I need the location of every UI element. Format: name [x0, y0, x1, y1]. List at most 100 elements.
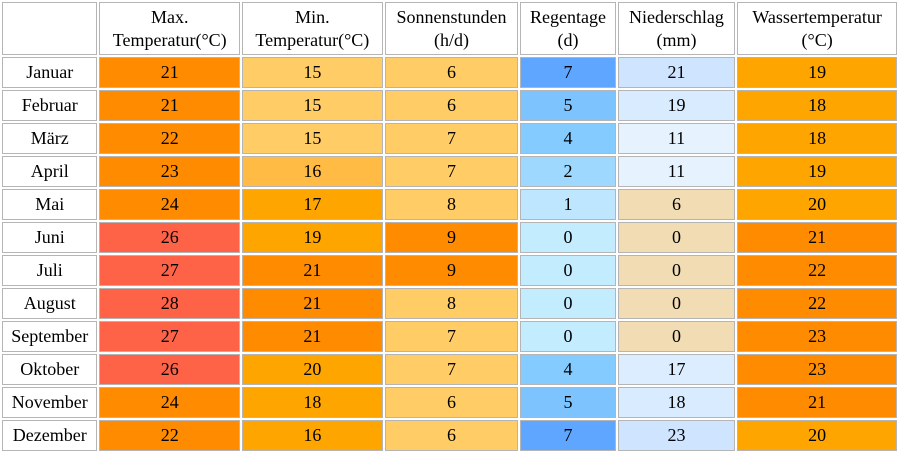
min-temp-cell: 21: [242, 288, 383, 319]
rain-days-cell: 5: [520, 387, 616, 418]
min-temp-cell: 17: [242, 189, 383, 220]
month-cell: Juni: [2, 222, 98, 253]
sunshine-cell: 8: [384, 288, 519, 319]
min-temp-cell: 15: [242, 123, 383, 154]
header-max-temp: Max. Temperatur(°C): [99, 2, 241, 55]
sunshine-cell: 6: [384, 57, 519, 88]
precipitation-cell: 23: [617, 420, 736, 451]
table-row: Juni 26 19 9 0 0 21: [2, 222, 897, 253]
water-temp-cell: 23: [737, 321, 897, 352]
precipitation-cell: 11: [617, 123, 736, 154]
rain-days-cell: 7: [520, 57, 616, 88]
precipitation-cell: 0: [617, 321, 736, 352]
month-cell: Juli: [2, 255, 98, 286]
header-unit: (h/d): [433, 29, 469, 50]
sunshine-cell: 6: [384, 420, 519, 451]
max-temp-cell: 23: [99, 156, 241, 187]
table-row: Dezember 22 16 6 7 23 20: [2, 420, 897, 451]
month-cell: November: [2, 387, 98, 418]
month-cell: August: [2, 288, 98, 319]
table-row: Oktober 26 20 7 4 17 23: [2, 354, 897, 385]
rain-days-cell: 5: [520, 90, 616, 121]
max-temp-cell: 21: [99, 57, 241, 88]
min-temp-cell: 19: [242, 222, 383, 253]
header-label: Regentage: [529, 6, 606, 27]
sunshine-cell: 8: [384, 189, 519, 220]
max-temp-cell: 28: [99, 288, 241, 319]
header-unit: (°C): [801, 29, 833, 50]
table-row: Januar 21 15 6 7 21 19: [2, 57, 897, 88]
rain-days-cell: 4: [520, 123, 616, 154]
month-cell: Dezember: [2, 420, 98, 451]
water-temp-cell: 23: [737, 354, 897, 385]
header-unit: (mm): [656, 29, 697, 50]
precipitation-cell: 0: [617, 288, 736, 319]
water-temp-cell: 18: [737, 123, 897, 154]
precipitation-cell: 11: [617, 156, 736, 187]
sunshine-cell: 6: [384, 90, 519, 121]
precipitation-cell: 17: [617, 354, 736, 385]
water-temp-cell: 19: [737, 57, 897, 88]
header-row: Max. Temperatur(°C) Min. Temperatur(°C) …: [2, 2, 897, 55]
rain-days-cell: 4: [520, 354, 616, 385]
water-temp-cell: 20: [737, 189, 897, 220]
precipitation-cell: 19: [617, 90, 736, 121]
header-label: Sonnenstunden: [396, 6, 507, 27]
header-label: Wassertemperatur: [752, 6, 882, 27]
header-min-temp: Min. Temperatur(°C): [242, 2, 383, 55]
month-cell: Februar: [2, 90, 98, 121]
table-row: November 24 18 6 5 18 21: [2, 387, 897, 418]
header-sunshine: Sonnenstunden (h/d): [384, 2, 519, 55]
header-precipitation: Niederschlag (mm): [617, 2, 736, 55]
water-temp-cell: 19: [737, 156, 897, 187]
rain-days-cell: 7: [520, 420, 616, 451]
header-unit: Temperatur(°C): [255, 29, 370, 50]
min-temp-cell: 21: [242, 321, 383, 352]
month-cell: April: [2, 156, 98, 187]
header-label: Niederschlag: [628, 6, 724, 27]
water-temp-cell: 22: [737, 255, 897, 286]
rain-days-cell: 0: [520, 222, 616, 253]
table-header: Max. Temperatur(°C) Min. Temperatur(°C) …: [2, 2, 897, 55]
table-row: Mai 24 17 8 1 6 20: [2, 189, 897, 220]
month-cell: Januar: [2, 57, 98, 88]
sunshine-cell: 9: [384, 255, 519, 286]
table-row: Juli 27 21 9 0 0 22: [2, 255, 897, 286]
month-cell: Mai: [2, 189, 98, 220]
water-temp-cell: 22: [737, 288, 897, 319]
table-row: August 28 21 8 0 0 22: [2, 288, 897, 319]
max-temp-cell: 24: [99, 387, 241, 418]
table-row: April 23 16 7 2 11 19: [2, 156, 897, 187]
precipitation-cell: 18: [617, 387, 736, 418]
max-temp-cell: 22: [99, 123, 241, 154]
max-temp-cell: 26: [99, 354, 241, 385]
month-cell: März: [2, 123, 98, 154]
min-temp-cell: 21: [242, 255, 383, 286]
month-cell: September: [2, 321, 98, 352]
water-temp-cell: 18: [737, 90, 897, 121]
table-row: September 27 21 7 0 0 23: [2, 321, 897, 352]
header-label: Max.: [150, 6, 189, 27]
table-row: März 22 15 7 4 11 18: [2, 123, 897, 154]
precipitation-cell: 0: [617, 222, 736, 253]
min-temp-cell: 16: [242, 156, 383, 187]
header-rain-days: Regentage (d): [520, 2, 616, 55]
min-temp-cell: 20: [242, 354, 383, 385]
water-temp-cell: 21: [737, 222, 897, 253]
sunshine-cell: 7: [384, 354, 519, 385]
header-water-temp: Wassertemperatur (°C): [737, 2, 897, 55]
precipitation-cell: 6: [617, 189, 736, 220]
min-temp-cell: 15: [242, 90, 383, 121]
water-temp-cell: 21: [737, 387, 897, 418]
max-temp-cell: 24: [99, 189, 241, 220]
month-cell: Oktober: [2, 354, 98, 385]
max-temp-cell: 27: [99, 321, 241, 352]
rain-days-cell: 0: [520, 288, 616, 319]
sunshine-cell: 7: [384, 156, 519, 187]
max-temp-cell: 22: [99, 420, 241, 451]
sunshine-cell: 9: [384, 222, 519, 253]
rain-days-cell: 1: [520, 189, 616, 220]
rain-days-cell: 2: [520, 156, 616, 187]
precipitation-cell: 21: [617, 57, 736, 88]
